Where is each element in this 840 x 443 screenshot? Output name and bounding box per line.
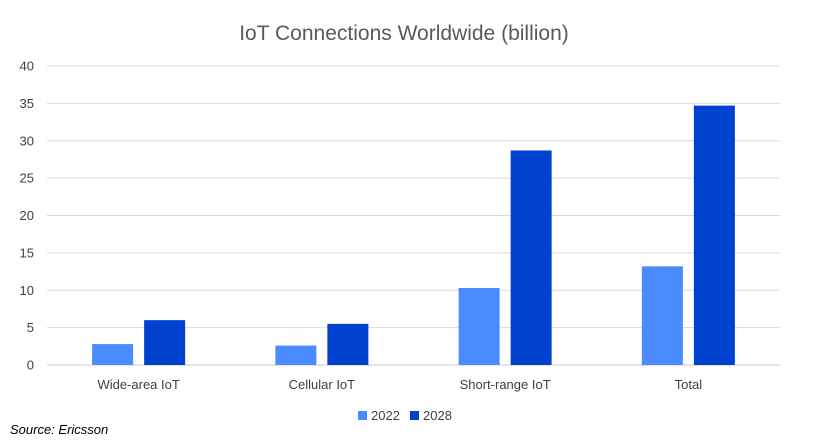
y-tick-label: 25 (20, 171, 34, 186)
bars (92, 105, 735, 366)
bar-2022-cellular-iot (275, 345, 317, 365)
y-axis-ticks: 0 5 10 15 20 25 30 35 40 (20, 59, 34, 373)
x-category-label: Cellular IoT (289, 377, 356, 392)
chart-title: IoT Connections Worldwide (billion) (239, 22, 569, 45)
bar-2028-total (693, 105, 735, 366)
legend-swatch (410, 411, 419, 420)
legend: 2022 2028 (358, 408, 452, 423)
bar-2022-short-range-iot (458, 288, 500, 365)
y-tick-label: 35 (20, 96, 34, 111)
x-category-label: Wide-area IoT (97, 377, 179, 392)
bar-2028-wide-area-iot (144, 320, 186, 365)
legend-label: 2022 (371, 408, 400, 423)
y-tick-label: 15 (20, 245, 34, 260)
y-tick-label: 40 (20, 59, 34, 74)
bar-2022-wide-area-iot (92, 344, 134, 365)
y-tick-label: 10 (20, 283, 34, 298)
legend-swatch (358, 411, 367, 420)
x-category-label: Short-range IoT (460, 377, 551, 392)
y-tick-label: 0 (27, 358, 34, 373)
bar-2028-short-range-iot (510, 150, 552, 365)
y-tick-label: 20 (20, 208, 34, 223)
source-note: Source: Ericsson (10, 422, 109, 437)
legend-label: 2028 (423, 408, 452, 423)
x-axis-categories: Wide-area IoT Cellular IoT Short-range IoT… (97, 377, 702, 392)
bar-2028-cellular-iot (327, 323, 369, 365)
y-tick-label: 5 (27, 320, 34, 335)
bar-2022-total (641, 266, 683, 365)
y-tick-label: 30 (20, 133, 34, 148)
x-category-label: Total (675, 377, 703, 392)
